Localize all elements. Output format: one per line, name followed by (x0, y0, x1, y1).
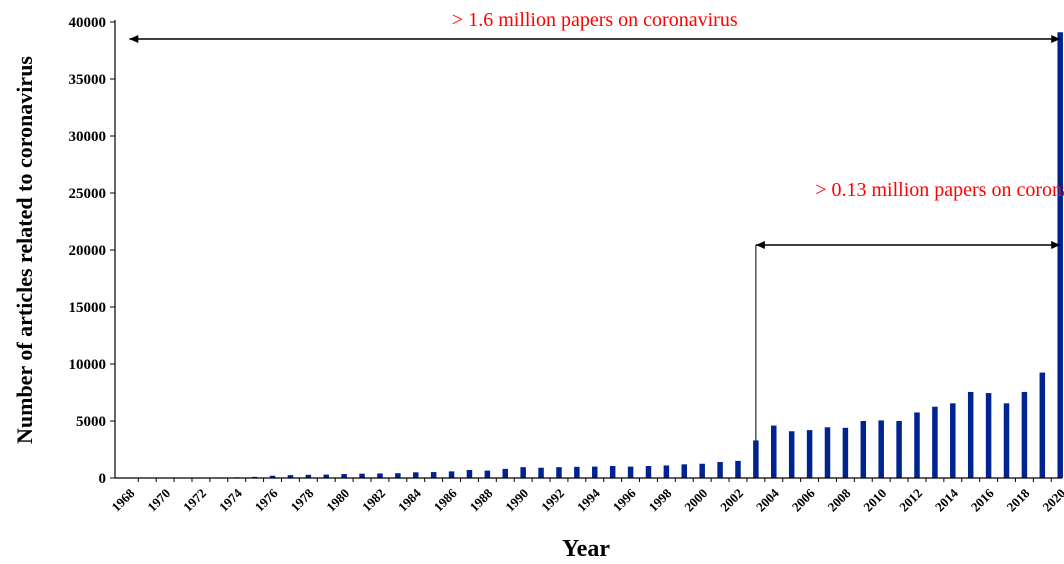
bar-2014 (950, 403, 956, 478)
bar-2003 (753, 440, 759, 478)
x-tick-label: 2020 (1039, 486, 1064, 515)
bar-1986 (448, 471, 455, 478)
bar-1990 (520, 467, 526, 478)
x-tick-label: 1976 (252, 485, 281, 514)
x-tick-label: 2012 (896, 486, 925, 515)
bar-1983 (395, 473, 401, 478)
x-tick-label: 1972 (180, 486, 209, 515)
y-axis-title: Number of articles related to coronaviru… (12, 56, 37, 444)
annotation-text: > 1.6 million papers on coronavirus (452, 9, 738, 31)
x-tick-label: 1998 (646, 485, 675, 514)
x-tick-label: 1978 (287, 485, 316, 514)
bar-1985 (430, 472, 437, 478)
y-tick-label: 40000 (69, 15, 107, 31)
x-tick-label: 2000 (681, 486, 710, 515)
bar-2016 (985, 393, 992, 478)
bar-1988 (484, 470, 491, 478)
x-tick-label: 2006 (789, 485, 818, 514)
bar-2000 (699, 463, 705, 478)
x-tick-label: 1992 (538, 486, 567, 515)
x-axis-title: Year (562, 536, 610, 562)
bar-2005 (788, 431, 795, 478)
x-tick-label: 2008 (825, 485, 854, 514)
bar-2015 (967, 391, 974, 478)
bar-1976 (269, 475, 276, 478)
x-tick-label: 1988 (466, 485, 495, 514)
x-tick-label: 1984 (395, 485, 424, 514)
bar-2006 (806, 430, 813, 478)
bar-2019 (1039, 372, 1046, 478)
annotation-text: > 0.13 million papers on coronavirus (815, 179, 1064, 201)
bar-2011 (896, 421, 902, 478)
bar-2001 (717, 462, 723, 478)
x-tick-label: 1982 (359, 486, 388, 515)
bar-2009 (860, 421, 867, 478)
y-tick-label: 25000 (69, 186, 107, 202)
bar-2004 (771, 425, 777, 478)
bar-1996 (627, 466, 634, 478)
x-tick-label: 2016 (968, 485, 997, 514)
bar-2018 (1021, 391, 1028, 478)
x-tick-label: 2010 (860, 486, 889, 515)
bar-2012 (914, 412, 920, 478)
y-tick-label: 5000 (76, 414, 106, 430)
y-tick-label: 15000 (69, 300, 107, 316)
x-tick-label: 1986 (431, 485, 460, 514)
bar-2020 (1057, 32, 1063, 478)
bar-1995 (609, 466, 616, 478)
bar-1998 (663, 465, 670, 478)
bar-1999 (681, 464, 688, 478)
bar-1981 (359, 473, 365, 478)
bar-2007 (824, 427, 831, 478)
bar-1977 (287, 475, 294, 478)
bar-2017 (1003, 403, 1010, 478)
y-tick-label: 10000 (69, 357, 107, 373)
bar-1979 (323, 474, 329, 478)
x-tick-label: 1996 (610, 485, 639, 514)
bar-1987 (466, 470, 473, 478)
bar-1978 (305, 474, 312, 478)
x-tick-label: 2004 (753, 485, 782, 514)
bar-1984 (413, 472, 419, 478)
bar-2002 (735, 460, 741, 478)
bar-1982 (377, 473, 383, 478)
bar-2008 (842, 427, 849, 478)
x-tick-label: 1980 (323, 486, 352, 515)
x-tick-label: 1970 (144, 486, 173, 515)
bar-1994 (592, 466, 598, 478)
x-tick-label: 2014 (932, 485, 961, 514)
x-tick-label: 1994 (574, 485, 603, 514)
x-tick-label: 2018 (1004, 485, 1033, 514)
bar-1991 (538, 467, 544, 478)
bar-2010 (878, 420, 884, 478)
bar-1992 (556, 467, 562, 478)
y-tick-label: 30000 (69, 129, 107, 145)
bar-1989 (502, 468, 509, 478)
y-tick-label: 0 (99, 471, 107, 487)
bar-1997 (645, 466, 652, 478)
x-tick-label: 1974 (216, 485, 245, 514)
y-tick-label: 20000 (69, 243, 107, 259)
x-tick-label: 2002 (717, 486, 746, 515)
x-tick-label: 1990 (502, 486, 531, 515)
bar-1993 (574, 466, 580, 478)
bar-2013 (932, 406, 938, 478)
x-tick-label: 1968 (108, 485, 137, 514)
y-tick-label: 35000 (69, 72, 107, 88)
bar-1980 (341, 474, 347, 478)
